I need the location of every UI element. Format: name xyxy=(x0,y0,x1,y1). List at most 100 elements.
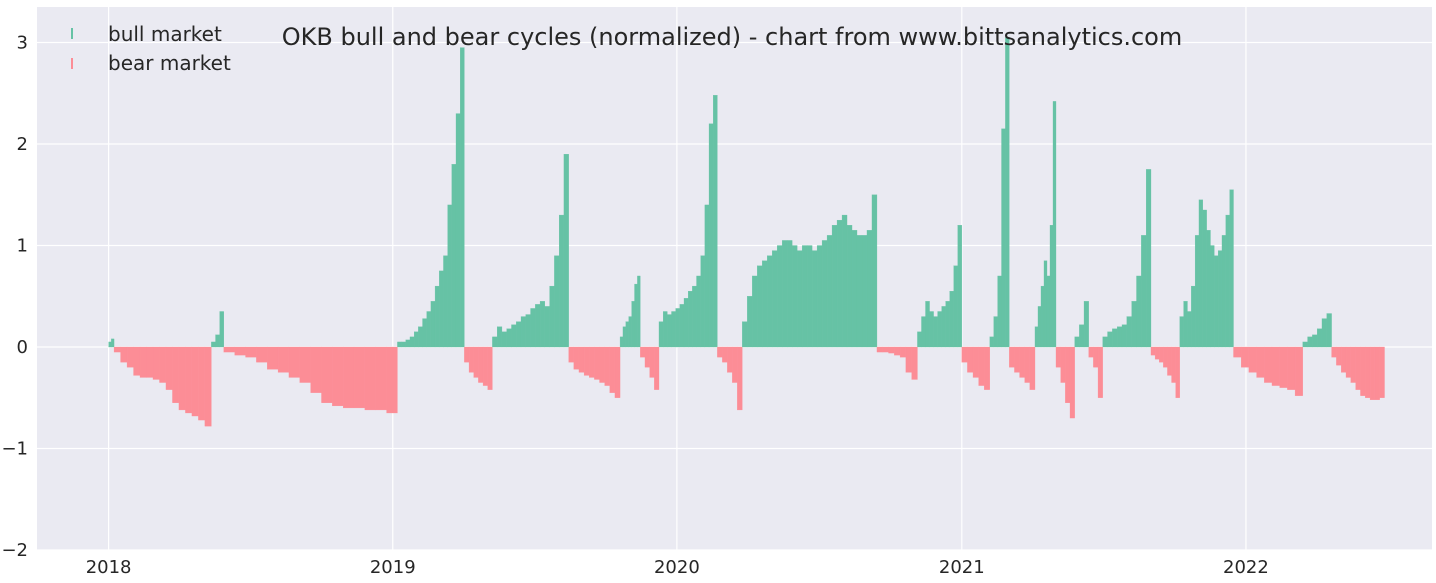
bull-market-bar xyxy=(851,230,858,348)
bull-market-bar xyxy=(792,245,798,348)
bull-market-bar xyxy=(688,291,693,348)
bull-market-bar xyxy=(747,296,753,348)
bull-market-bar xyxy=(941,306,946,348)
bear-market-bar xyxy=(1294,346,1303,396)
bear-market-bar xyxy=(113,346,121,353)
bull-market-bar xyxy=(675,308,680,348)
bear-market-bar xyxy=(1009,346,1015,368)
bear-market-bar xyxy=(1060,346,1066,383)
y-tick-label: −1 xyxy=(1,439,28,460)
bull-market-bar xyxy=(1145,169,1152,348)
bear-market-bar xyxy=(1029,346,1036,390)
bull-market-bar xyxy=(430,301,436,348)
bull-market-bar xyxy=(708,123,714,348)
bear-market-bar xyxy=(120,346,128,363)
legend-bear-swatch xyxy=(71,58,73,69)
bear-market-bar xyxy=(152,346,160,380)
bull-market-bar xyxy=(1183,301,1188,348)
bull-market-bar xyxy=(821,240,828,348)
bull-market-bar xyxy=(1046,275,1051,348)
bull-market-bar xyxy=(511,324,517,348)
bear-market-bar xyxy=(1369,346,1376,400)
bull-market-bar xyxy=(549,285,555,348)
bear-market-bar xyxy=(482,346,488,386)
bull-market-bar xyxy=(426,311,432,348)
bull-market-bar xyxy=(831,225,838,348)
bull-market-bar xyxy=(1052,101,1057,348)
x-tick-label: 2020 xyxy=(654,557,700,578)
bear-market-bar xyxy=(204,346,212,427)
bull-market-bar xyxy=(619,336,624,348)
bear-market-bar xyxy=(1069,346,1075,419)
legend-bear-label: bear market xyxy=(108,51,231,75)
bull-market-bar xyxy=(787,240,793,348)
bull-market-bar xyxy=(772,250,778,348)
bear-market-bar xyxy=(1336,346,1342,366)
bear-market-bar xyxy=(609,346,616,393)
bear-market-bar xyxy=(984,346,990,390)
bull-market-bar xyxy=(628,316,632,348)
bull-market-bar xyxy=(1194,235,1200,348)
bear-market-bar xyxy=(583,346,590,376)
bull-market-bar xyxy=(700,255,706,348)
bull-market-bar xyxy=(1206,230,1211,348)
bull-market-bar xyxy=(856,235,863,348)
bear-market-bar xyxy=(1248,346,1257,373)
bull-market-bar xyxy=(826,235,833,348)
bull-market-bar xyxy=(782,240,788,348)
bull-market-bar xyxy=(1229,189,1234,348)
bull-market-bar xyxy=(925,301,930,348)
bear-market-bar xyxy=(478,346,484,383)
bear-market-bar xyxy=(191,346,199,417)
bull-market-bar xyxy=(671,311,676,348)
bear-market-bar xyxy=(464,346,470,363)
bear-market-bar xyxy=(267,346,279,370)
bear-market-bar xyxy=(1374,346,1380,400)
bear-market-bar xyxy=(1287,346,1296,390)
bull-market-bar xyxy=(663,311,668,348)
bull-market-bar xyxy=(1117,326,1123,348)
bull-market-bar xyxy=(713,95,718,348)
bull-market-bar xyxy=(658,321,664,348)
bull-market-bar xyxy=(1043,260,1048,348)
bear-market-bar xyxy=(172,346,180,403)
bear-market-bar xyxy=(386,346,398,414)
bear-market-bar xyxy=(1241,346,1250,368)
bull-market-bar xyxy=(692,285,697,348)
bull-market-bar xyxy=(762,260,768,348)
bear-market-bar xyxy=(905,346,912,373)
bear-market-bar xyxy=(568,346,574,363)
bull-market-bar xyxy=(1079,324,1085,348)
bull-market-bar xyxy=(1302,341,1308,348)
legend-bull-label: bull market xyxy=(108,22,222,46)
bull-market-bar xyxy=(422,318,427,348)
bear-market-bar xyxy=(722,346,728,363)
x-tick-label: 2021 xyxy=(939,557,985,578)
bull-market-bar xyxy=(622,326,626,348)
bull-market-bar xyxy=(401,341,406,348)
bear-market-bar xyxy=(578,346,585,373)
bull-market-bar xyxy=(211,341,216,348)
y-tick-label: 2 xyxy=(17,134,28,155)
bear-market-bar xyxy=(288,346,300,378)
bull-market-bar xyxy=(953,265,958,348)
bull-market-bar xyxy=(1179,316,1184,348)
chart-title: OKB bull and bear cycles (normalized) - … xyxy=(282,23,1182,51)
bear-market-bar xyxy=(245,346,257,358)
bear-market-bar xyxy=(139,346,147,378)
bear-market-bar xyxy=(1093,346,1099,368)
bear-market-bar xyxy=(256,346,268,363)
bear-market-bar xyxy=(146,346,154,378)
bull-market-bar xyxy=(704,204,710,348)
bear-market-bar xyxy=(644,346,650,368)
bull-market-bar xyxy=(861,235,868,348)
bear-market-bar xyxy=(1024,346,1030,383)
bull-market-bar xyxy=(801,245,808,348)
bear-market-bar xyxy=(310,346,322,393)
bull-market-bar xyxy=(696,275,701,348)
bear-market-bar xyxy=(967,346,974,373)
bull-market-bar xyxy=(544,306,550,348)
bull-market-bar xyxy=(1326,313,1332,348)
bull-market-bar xyxy=(1131,301,1137,348)
